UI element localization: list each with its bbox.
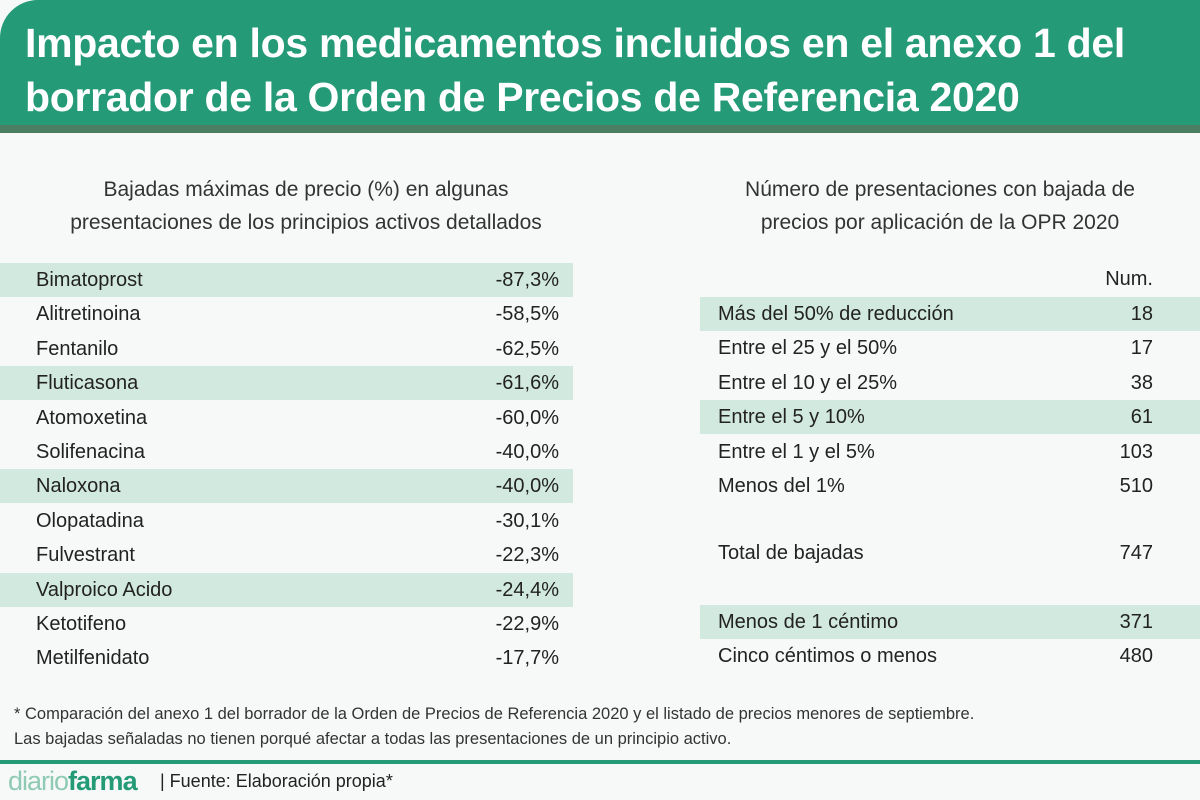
row-value: 371 [1119,611,1153,633]
row-label: Menos de 1 céntimo [718,611,899,633]
table-row: Menos del 1% 510 [700,469,1200,503]
row-value: -61,6% [495,372,559,395]
row-value: 38 [1130,371,1153,394]
row-value: 17 [1130,337,1153,360]
row-value: -40,0% [495,441,559,463]
row-label: Fentanilo [36,337,119,360]
row-label: Total de bajadas [718,542,864,564]
row-label: Metilfenidato [36,647,150,670]
table-row: Total de bajadas 747 [700,536,1200,570]
row-value: -87,3% [495,269,559,291]
row-label: Entre el 5 y 10% [718,406,865,429]
row-label: Fluticasona [36,372,139,395]
row-value: -60,0% [495,406,559,429]
table-row: Fluticasona -61,6% [0,366,573,401]
column-header-row: Num. [700,262,1200,296]
row-label: Bimatoprost [36,269,143,291]
row-label: Entre el 10 y el 25% [718,371,897,394]
left-table-subtitle: Bajadas máximas de precio (%) en algunas… [0,173,612,239]
subtitle-line: precios por aplicación de la OPR 2020 [760,211,1120,234]
row-value: -22,3% [495,544,559,567]
right-table-subtitle: Número de presentaciones con bajada de p… [680,173,1200,239]
table-row: Menos de 1 céntimo 371 [700,605,1200,639]
table-row: Fulvestrant -22,3% [0,538,573,572]
table-row: Cinco céntimos o menos 480 [700,639,1200,673]
row-value: -58,5% [495,303,559,326]
table-row: Entre el 5 y 10% 61 [700,400,1200,435]
table-row: Más del 50% de reducción 18 [700,297,1200,331]
header-banner: Impacto en los medicamentos incluidos en… [0,0,1200,133]
row-value: -62,5% [495,337,559,360]
column-header-num: Num. [1105,268,1153,290]
row-label: Solifenacina [36,441,145,463]
title-line: borrador de la Orden de Precios de Refer… [25,74,1020,120]
row-value: 480 [1119,645,1153,668]
footnote: * Comparación del anexo 1 del borrador d… [14,702,974,752]
row-label: Fulvestrant [36,544,135,567]
subtitle-line: Bajadas máximas de precio (%) en algunas [103,178,509,201]
row-value: 510 [1119,475,1153,497]
row-value: 747 [1119,542,1153,564]
row-value: -24,4% [495,578,559,601]
row-label: Menos del 1% [718,475,845,497]
row-value: 18 [1130,303,1153,325]
brand-logo: diariofarma [8,766,138,797]
table-row: Atomoxetina -60,0% [0,401,573,435]
subtitle-line: Número de presentaciones con bajada de [745,178,1135,201]
row-label: Valproico Acido [36,578,173,601]
row-value: -17,7% [495,647,559,670]
row-value: 61 [1130,406,1153,429]
row-label: Más del 50% de reducción [718,303,954,325]
row-label: Olopatadina [36,509,144,532]
table-row: Entre el 25 y el 50% 17 [700,331,1200,365]
title-line: Impacto en los medicamentos incluidos en… [25,20,1125,66]
row-label: Entre el 25 y el 50% [718,337,897,360]
table-row: Olopatadina -30,1% [0,504,573,538]
row-label: Atomoxetina [36,406,148,429]
table-row: Naloxona -40,0% [0,469,573,504]
table-row: Solifenacina -40,0% [0,435,573,469]
row-label: Alitretinoina [36,303,141,326]
table-row: Entre el 10 y el 25% 38 [700,366,1200,400]
page-title: Impacto en los medicamentos incluidos en… [25,16,1125,124]
footnote-line: * Comparación del anexo 1 del borrador d… [14,705,975,723]
table-row: Bimatoprost -87,3% [0,263,573,297]
table-row: Metilfenidato -17,7% [0,641,573,675]
row-value: -22,9% [495,613,559,635]
row-label: Naloxona [36,475,121,498]
footnote-line: Las bajadas señaladas no tienen porqué a… [14,730,732,748]
logo-part: farma [68,766,138,796]
row-label: Entre el 1 y el 5% [718,440,875,463]
row-value: 103 [1119,440,1153,463]
footer-divider [0,760,1200,764]
table-row: Alitretinoina -58,5% [0,297,573,331]
row-label: Ketotifeno [36,613,127,635]
source-credit: | Fuente: Elaboración propia* [160,771,393,791]
row-label: Cinco céntimos o menos [718,645,937,668]
table-row: Fentanilo -62,5% [0,332,573,366]
subtitle-line: presentaciones de los principios activos… [70,211,542,234]
table-row: Ketotifeno -22,9% [0,607,573,641]
row-value: -40,0% [495,475,559,498]
row-value: -30,1% [495,509,559,532]
table-row: Valproico Acido -24,4% [0,572,573,607]
logo-part: diario [8,766,69,796]
table-row: Entre el 1 y el 5% 103 [700,435,1200,469]
